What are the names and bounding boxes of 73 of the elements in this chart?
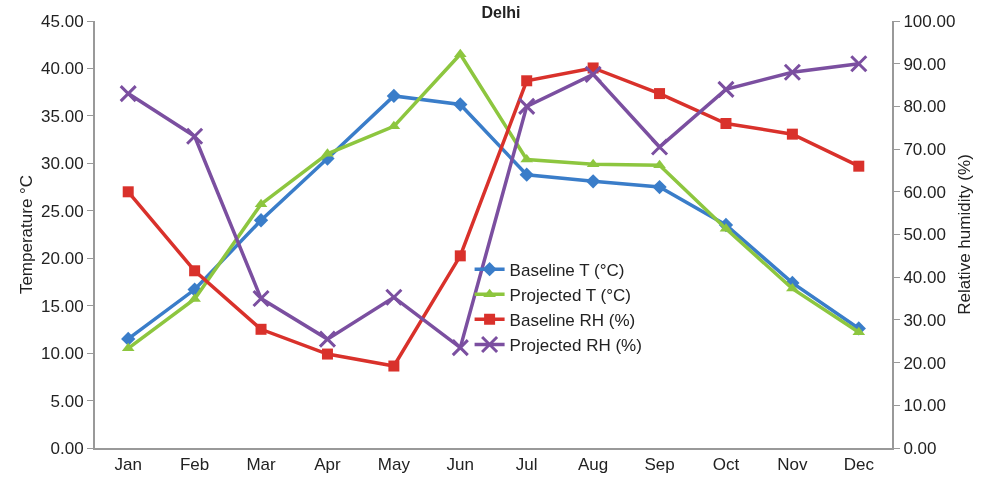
y2-tick-label: 0.00 [903, 438, 937, 458]
y-tick-label: 45.00 [41, 11, 84, 31]
y-tick-label: 30.00 [41, 154, 84, 174]
point [652, 179, 667, 195]
point [519, 167, 534, 182]
point [716, 80, 735, 99]
point [517, 97, 536, 116]
point [318, 330, 337, 349]
x-tick-label: Jan [114, 455, 142, 475]
point [387, 120, 401, 130]
point [585, 174, 601, 189]
y2-axis-title: Relative humidity (%) [955, 154, 975, 315]
y2-tick-label: 90.00 [903, 54, 946, 74]
x-tick-label: Jun [446, 455, 474, 475]
x-tick-label: Oct [712, 455, 740, 475]
y2-tick-label: 10.00 [903, 396, 946, 416]
x-tick-label: Feb [179, 455, 210, 475]
point [185, 127, 204, 146]
y2-tick-label: 70.00 [903, 140, 946, 160]
y-tick-label: 40.00 [41, 59, 84, 79]
y-tick-label: 15.00 [41, 296, 84, 316]
point [386, 88, 402, 104]
point [388, 360, 400, 372]
y-tick-label: 0.00 [50, 438, 84, 458]
point [720, 117, 732, 129]
point [253, 213, 269, 228]
y2-tick-label: 40.00 [903, 268, 946, 288]
y2-tick-label: 80.00 [903, 97, 946, 117]
point [189, 265, 201, 277]
point [786, 128, 798, 140]
y-tick-label: 5.00 [50, 391, 84, 411]
point [121, 342, 135, 352]
y2-tick-label: 30.00 [903, 310, 946, 330]
y2-tick-label: 20.00 [903, 353, 946, 373]
point [586, 158, 600, 168]
x-tick-label: Apr [314, 455, 342, 475]
legend-label: Projected RH (%) [509, 336, 642, 356]
point [453, 97, 468, 112]
y-tick-label: 25.00 [41, 201, 84, 221]
legend-label: Projected T (°C) [509, 285, 632, 305]
point [252, 289, 271, 308]
point [853, 160, 865, 172]
point [654, 88, 666, 100]
point [384, 288, 403, 307]
x-tick-label: Aug [578, 455, 609, 475]
point [451, 338, 470, 357]
y2-tick-label: 100.00 [903, 11, 956, 31]
x-tick-label: Sep [644, 455, 675, 475]
point [454, 250, 466, 262]
x-tick-label: May [377, 455, 411, 475]
y-tick-label: 35.00 [41, 106, 84, 126]
y-tick-label: 20.00 [41, 249, 84, 269]
point [255, 323, 267, 335]
point [783, 63, 802, 82]
point [584, 65, 603, 84]
legend-label: Baseline RH (%) [509, 310, 636, 330]
x-tick-label: Dec [843, 455, 875, 475]
point [321, 348, 333, 360]
point [121, 331, 136, 347]
chart-title: Delhi [481, 4, 521, 22]
legend-label: Baseline T (°C) [509, 260, 625, 280]
x-tick-label: Nov [777, 455, 808, 475]
point [521, 75, 533, 87]
point [122, 186, 134, 198]
y-tick-label: 10.00 [41, 344, 84, 364]
x-tick-label: Jul [515, 455, 538, 475]
y-axis-title: Temperature °C [17, 174, 37, 295]
y2-tick-label: 50.00 [903, 225, 946, 245]
point [650, 137, 669, 156]
x-tick-label: Mar [246, 455, 277, 475]
point [119, 84, 138, 103]
point [849, 54, 868, 73]
y2-tick-label: 60.00 [903, 182, 946, 202]
